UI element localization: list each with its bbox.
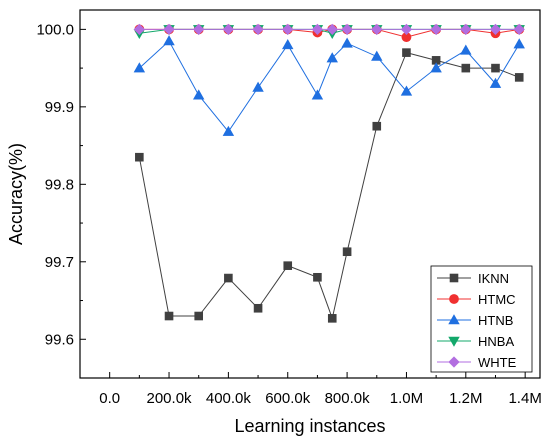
data-point-whte [513,23,525,35]
x-axis: 0.0 200.0k 400.0k 600.0k 800.0k 1.0M 1.2M 1.4M [99,372,542,407]
x-tick-label: 200.0k [147,390,193,407]
data-point-htnb [282,39,294,50]
data-point-htnb [460,44,472,55]
data-point-whte [222,23,235,35]
data-point-htnb [163,35,175,46]
y-axis: 99.6 99.7 99.8 99.9 100.0 [36,21,86,348]
legend-label: WHTE [478,355,517,370]
y-tick-label: 99.8 [45,176,74,193]
data-point-htnb [430,62,442,73]
data-point-whte [193,23,205,35]
plot-frame [79,9,541,379]
data-point-whte [326,23,338,35]
data-point-iknn [253,303,263,313]
data-point-iknn [491,63,500,73]
data-point-whte [311,23,324,35]
data-point-whte [371,23,383,35]
data-point-htnb [311,89,324,100]
legend: IKNN HTMC HTNB HNBA WHTE [430,265,533,373]
data-point-whte [489,23,502,35]
data-point-iknn [224,273,233,283]
data-point-whte [252,23,264,35]
data-point-whte [460,23,472,35]
legend-marker [448,314,460,325]
legend-marker [449,294,459,304]
y-axis-title: Accuracy(%) [6,143,26,245]
x-tick-label: 0.0 [99,390,120,407]
series-iknn [135,48,524,323]
x-axis-title: Learning instances [234,416,385,436]
data-point-htnb [326,52,338,63]
legend-box [430,265,533,373]
data-point-iknn [135,152,144,162]
data-point-htnb [192,89,205,100]
data-point-htnb [371,50,383,61]
data-point-htnb [400,85,413,96]
legend-item-htnb: HTNB [437,313,513,328]
x-tick-label: 400.0k [206,390,252,407]
series-layer [133,23,525,323]
x-tick-label: 1.0M [390,390,423,407]
y-tick-label: 99.9 [45,99,74,116]
legend-marker [448,356,460,368]
series-whte [133,23,525,35]
data-point-iknn [164,311,174,321]
data-point-iknn [342,247,352,257]
data-point-htnb [489,77,502,88]
data-point-iknn [402,48,411,57]
data-point-whte [341,23,353,35]
series-htnb [133,35,525,136]
x-tick-label: 1.4M [508,390,541,407]
legend-marker [449,273,459,283]
data-point-iknn [327,314,337,323]
legend-item-htmc: HTMC [437,292,516,307]
x-tick-label: 800.0k [325,390,371,407]
x-tick-label: 1.2M [449,390,482,407]
data-point-htnb [222,125,235,136]
data-point-whte [163,23,175,35]
legend-item-hnba: HNBA [437,334,514,349]
data-point-whte [133,23,145,35]
data-point-htnb [341,37,353,48]
x-tick-label: 600.0k [265,390,311,407]
data-point-htnb [513,38,525,49]
data-point-iknn [194,311,204,321]
y-tick-label: 100.0 [36,21,74,38]
data-point-whte [430,23,442,35]
data-point-htnb [252,81,264,92]
y-tick-label: 99.6 [45,331,74,348]
legend-label: HTMC [478,292,516,307]
data-point-htnb [133,62,146,73]
legend-item-whte: WHTE [437,355,517,370]
legend-label: HNBA [478,334,514,349]
y-tick-label: 99.7 [45,254,74,271]
legend-label: IKNN [478,271,509,286]
data-point-iknn [283,261,293,270]
legend-label: HTNB [478,313,513,328]
data-point-whte [282,23,294,35]
data-point-whte [400,23,413,35]
data-point-iknn [461,63,471,73]
legend-marker [448,336,460,347]
data-point-iknn [372,121,382,131]
data-point-iknn [514,73,524,82]
legend-item-iknn: IKNN [437,271,509,286]
data-point-iknn [313,272,322,282]
